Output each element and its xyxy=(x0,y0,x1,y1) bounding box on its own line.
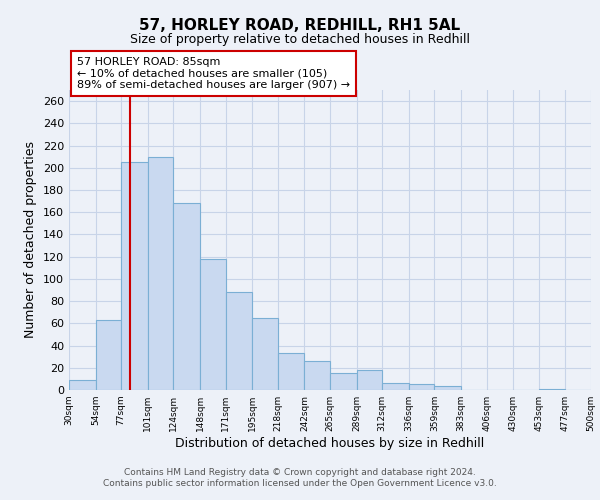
Text: Size of property relative to detached houses in Redhill: Size of property relative to detached ho… xyxy=(130,32,470,46)
Bar xyxy=(434,386,461,390)
Bar xyxy=(278,354,304,390)
Bar xyxy=(95,320,121,390)
X-axis label: Distribution of detached houses by size in Redhill: Distribution of detached houses by size … xyxy=(175,437,485,450)
Bar xyxy=(409,384,434,390)
Text: 57, HORLEY ROAD, REDHILL, RH1 5AL: 57, HORLEY ROAD, REDHILL, RH1 5AL xyxy=(139,18,461,32)
Bar xyxy=(252,318,278,390)
Bar xyxy=(539,389,565,390)
Bar xyxy=(356,370,382,390)
Bar xyxy=(200,259,226,390)
Bar xyxy=(121,162,148,390)
Bar xyxy=(330,374,356,390)
Bar xyxy=(382,384,409,390)
Bar xyxy=(69,380,95,390)
Text: Contains HM Land Registry data © Crown copyright and database right 2024.
Contai: Contains HM Land Registry data © Crown c… xyxy=(103,468,497,487)
Bar xyxy=(226,292,252,390)
Bar xyxy=(148,156,173,390)
Bar xyxy=(304,361,330,390)
Text: 57 HORLEY ROAD: 85sqm
← 10% of detached houses are smaller (105)
89% of semi-det: 57 HORLEY ROAD: 85sqm ← 10% of detached … xyxy=(77,57,350,90)
Y-axis label: Number of detached properties: Number of detached properties xyxy=(25,142,37,338)
Bar xyxy=(173,204,200,390)
